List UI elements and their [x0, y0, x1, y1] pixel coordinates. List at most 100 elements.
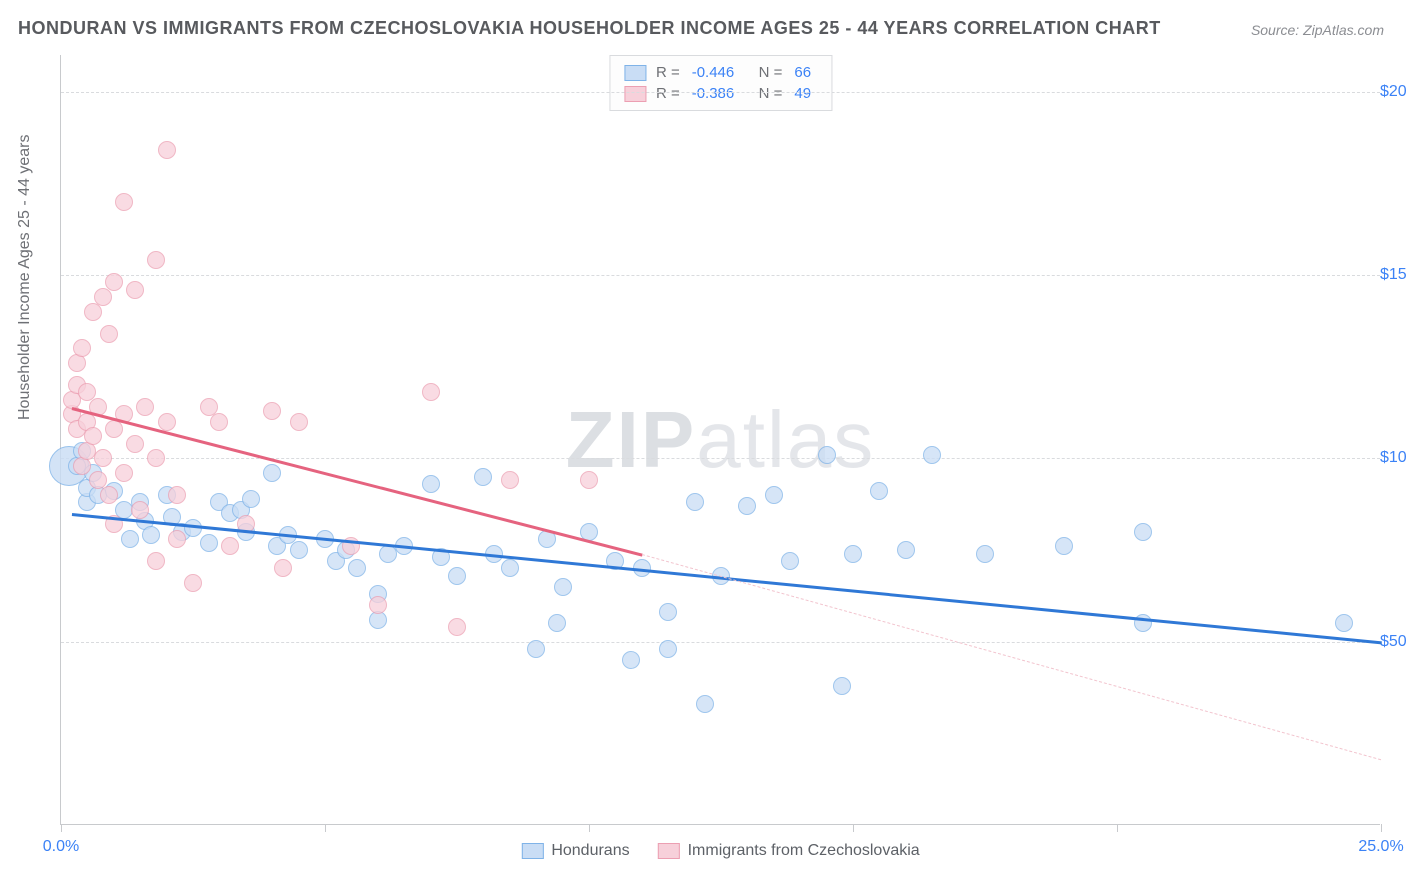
data-point: [422, 475, 440, 493]
data-point: [765, 486, 783, 504]
data-point: [168, 486, 186, 504]
data-point: [844, 545, 862, 563]
trendline: [71, 513, 1381, 644]
stat-n-value: 66: [794, 64, 811, 81]
legend-item: Hondurans: [521, 842, 629, 860]
data-point: [184, 574, 202, 592]
data-point: [448, 618, 466, 636]
data-point: [870, 482, 888, 500]
y-axis-label: Householder Income Ages 25 - 44 years: [16, 135, 34, 421]
x-tick: [61, 824, 62, 832]
gridline-h: [61, 642, 1380, 643]
y-tick-label: $200,000: [1380, 83, 1406, 101]
watermark-bold: ZIP: [566, 395, 696, 484]
stat-r-value: -0.386: [692, 85, 735, 102]
data-point: [115, 464, 133, 482]
data-point: [976, 545, 994, 563]
data-point: [781, 552, 799, 570]
data-point: [448, 567, 466, 585]
stat-n-label: N =: [750, 64, 782, 81]
gridline-h: [61, 458, 1380, 459]
data-point: [527, 640, 545, 658]
legend-stat-row: R = -0.446 N = 66: [624, 62, 817, 83]
data-point: [147, 552, 165, 570]
data-point: [168, 530, 186, 548]
data-point: [147, 449, 165, 467]
data-point: [136, 398, 154, 416]
data-point: [290, 541, 308, 559]
data-point: [580, 471, 598, 489]
x-tick: [325, 824, 326, 832]
data-point: [100, 486, 118, 504]
data-point: [126, 281, 144, 299]
stat-r-label: R =: [656, 64, 680, 81]
data-point: [105, 273, 123, 291]
gridline-h: [61, 275, 1380, 276]
x-tick: [1381, 824, 1382, 832]
data-point: [126, 435, 144, 453]
data-point: [696, 695, 714, 713]
data-point: [242, 490, 260, 508]
data-point: [686, 493, 704, 511]
data-point: [548, 614, 566, 632]
data-point: [923, 446, 941, 464]
x-tick: [1117, 824, 1118, 832]
x-tick: [589, 824, 590, 832]
x-tick: [853, 824, 854, 832]
data-point: [818, 446, 836, 464]
data-point: [121, 530, 139, 548]
data-point: [422, 383, 440, 401]
data-point: [200, 534, 218, 552]
data-point: [501, 471, 519, 489]
data-point: [1134, 523, 1152, 541]
stat-r-value: -0.446: [692, 64, 735, 81]
data-point: [210, 413, 228, 431]
data-point: [263, 402, 281, 420]
trendline-extension: [642, 554, 1381, 760]
data-point: [73, 339, 91, 357]
data-point: [738, 497, 756, 515]
y-tick-label: $50,000: [1380, 633, 1406, 651]
legend-item: Immigrants from Czechoslovakia: [658, 842, 920, 860]
data-point: [348, 559, 366, 577]
data-point: [474, 468, 492, 486]
data-point: [221, 537, 239, 555]
data-point: [1335, 614, 1353, 632]
data-point: [554, 578, 572, 596]
legend-stat-row: R =-0.386 N =49: [624, 83, 817, 104]
data-point: [158, 141, 176, 159]
data-point: [501, 559, 519, 577]
plot-area: ZIPatlas R =-0.446 N =66R =-0.386 N =49 …: [60, 55, 1380, 825]
data-point: [659, 640, 677, 658]
data-point: [142, 526, 160, 544]
data-point: [659, 603, 677, 621]
data-point: [897, 541, 915, 559]
data-point: [274, 559, 292, 577]
data-point: [100, 325, 118, 343]
data-point: [263, 464, 281, 482]
data-point: [622, 651, 640, 669]
watermark: ZIPatlas: [566, 394, 875, 486]
data-point: [84, 427, 102, 445]
watermark-light: atlas: [696, 395, 875, 484]
data-point: [131, 501, 149, 519]
x-tick-label: 25.0%: [1358, 838, 1403, 856]
data-point: [1055, 537, 1073, 555]
y-tick-label: $150,000: [1380, 266, 1406, 284]
legend-label: Immigrants from Czechoslovakia: [688, 842, 920, 860]
data-point: [833, 677, 851, 695]
correlation-legend: R =-0.446 N =66R =-0.386 N =49: [609, 55, 832, 111]
data-point: [147, 251, 165, 269]
data-point: [158, 413, 176, 431]
stat-n-label: N =: [750, 85, 782, 102]
stat-r-label: R =: [656, 85, 680, 102]
legend-swatch: [624, 86, 646, 102]
data-point: [369, 596, 387, 614]
chart-title: HONDURAN VS IMMIGRANTS FROM CZECHOSLOVAK…: [18, 18, 1161, 39]
data-point: [94, 449, 112, 467]
series-legend: Hondurans Immigrants from Czechoslovakia: [521, 842, 919, 860]
x-tick-label: 0.0%: [43, 838, 79, 856]
y-tick-label: $100,000: [1380, 449, 1406, 467]
data-point: [290, 413, 308, 431]
source-attribution: Source: ZipAtlas.com: [1251, 22, 1384, 38]
